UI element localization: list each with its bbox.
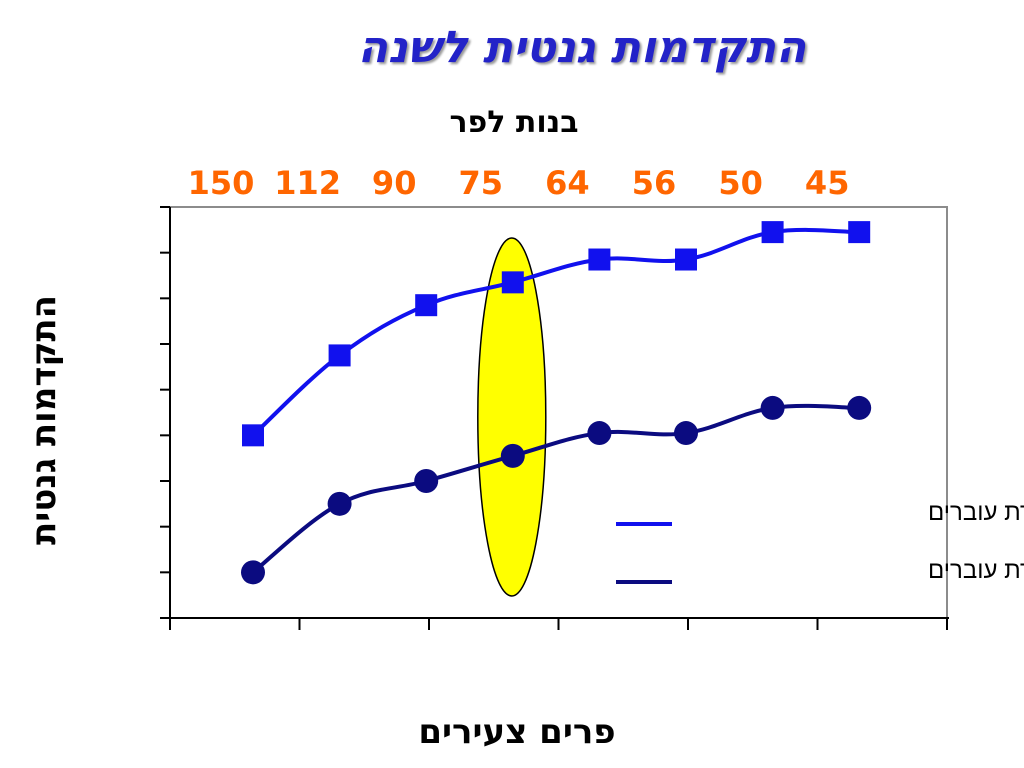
series-2-point: [760, 395, 785, 420]
series-1-point: [242, 424, 264, 447]
series-1-point: [675, 248, 697, 271]
top-tick-labels: 150 112 90 75 64 56 50 45: [188, 164, 850, 202]
series-2-point: [327, 491, 352, 516]
legend: כולל העברת עוברים ללא העברת עוברים: [616, 499, 1024, 584]
series-1-point: [501, 271, 524, 294]
highlight-ellipse: [477, 237, 547, 597]
top-tick-label: 112: [274, 164, 341, 202]
series-1-point: [848, 221, 871, 244]
series-2-point: [500, 443, 525, 468]
slide-title: התקדמות גנטית לשנה: [357, 22, 807, 73]
legend-label-1: כולל העברת עוברים: [928, 499, 1024, 526]
plot-frame: [169, 206, 948, 619]
series-1-point: [761, 221, 784, 244]
top-tick-label: 50: [718, 164, 763, 202]
top-axis-title: בנות לפר: [449, 105, 579, 140]
series-1-point: [328, 344, 351, 367]
x-axis-title: פרים צעירים: [418, 712, 616, 752]
series-2-point: [414, 469, 439, 493]
top-tick-label: 75: [459, 164, 504, 202]
axes-group: [160, 206, 949, 630]
plot-area: [169, 206, 948, 619]
highlight-group: [477, 237, 547, 597]
top-tick-label: 90: [372, 164, 417, 202]
series-2-point: [847, 395, 872, 420]
top-tick-label: 64: [545, 164, 590, 202]
series-2-point: [674, 421, 698, 446]
top-tick-label: 56: [632, 164, 677, 202]
top-tick-label: 150: [188, 164, 255, 202]
series-2-point: [587, 421, 612, 446]
series-1-point: [588, 248, 611, 271]
series-group: [241, 221, 872, 585]
series-1-point: [415, 294, 438, 317]
legend-label-2: ללא העברת עוברים: [928, 557, 1024, 584]
series-2-point: [241, 560, 265, 585]
top-tick-label: 45: [805, 164, 850, 202]
